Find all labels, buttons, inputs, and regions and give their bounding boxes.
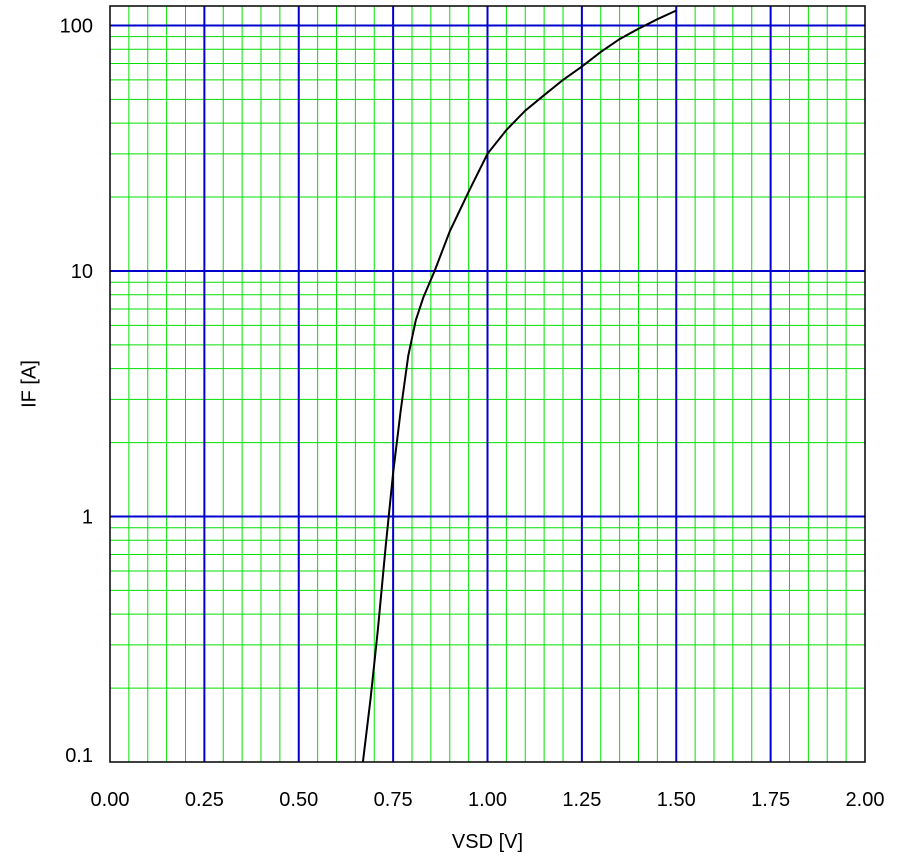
y-tick-label: 100 [60, 15, 93, 37]
x-tick-label: 0.50 [279, 789, 318, 811]
plot-frame [109, 5, 866, 763]
x-tick-labels: 0.00 0.25 0.50 0.75 1.00 1.25 1.50 1.75 2.00 [91, 789, 885, 811]
y-tick-label: 10 [71, 261, 93, 283]
x-tick-label: 0.25 [185, 789, 224, 811]
major-grid [110, 6, 865, 762]
x-tick-label: 0.75 [374, 789, 413, 811]
x-tick-label: 1.25 [562, 789, 601, 811]
x-axis-title: VSD [V] [452, 831, 523, 853]
y-tick-label: 0.1 [65, 745, 93, 767]
y-axis-title: IF [A] [18, 360, 40, 408]
x-tick-label: 1.50 [657, 789, 696, 811]
y-tick-label: 1 [82, 506, 93, 528]
x-tick-label: 0.00 [91, 789, 130, 811]
minor-grid [110, 6, 865, 762]
forward-current-curve [361, 9, 677, 762]
curve-layer [361, 9, 677, 762]
x-tick-label: 1.00 [468, 789, 507, 811]
y-tick-labels: 0.1 1 10 100 [60, 15, 93, 767]
x-tick-label: 1.75 [751, 789, 790, 811]
x-tick-label: 2.00 [846, 789, 885, 811]
